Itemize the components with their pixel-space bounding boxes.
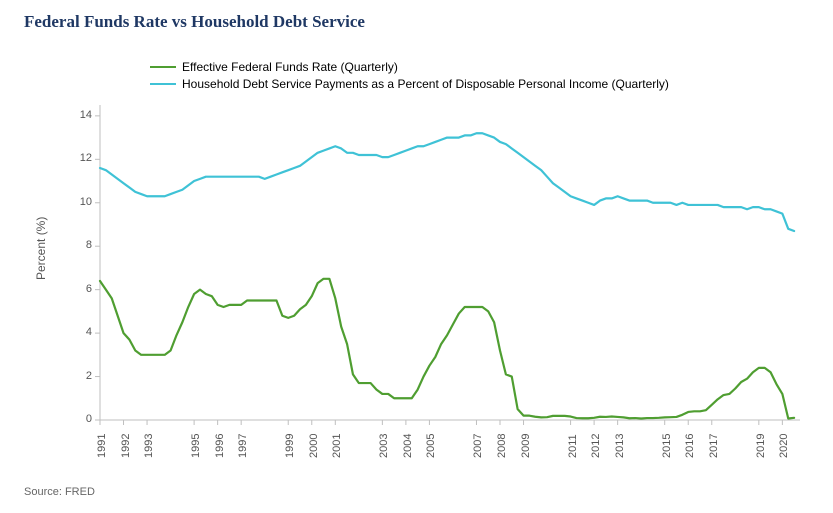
chart-container: Federal Funds Rate vs Household Debt Ser… [0, 0, 833, 508]
x-tick-label: 1996 [214, 434, 226, 458]
legend: Effective Federal Funds Rate (Quarterly)… [150, 60, 669, 94]
x-tick-label: 1992 [120, 434, 132, 458]
x-tick-label: 1997 [237, 434, 249, 458]
x-tick-label: 2016 [684, 434, 696, 458]
x-tick-label: 1995 [190, 434, 202, 458]
legend-item: Household Debt Service Payments as a Per… [150, 77, 669, 91]
x-tick-label: 2009 [520, 434, 532, 458]
x-tick-label: 2011 [567, 434, 579, 458]
x-tick-label: 2000 [308, 434, 320, 458]
x-tick-label: 2020 [778, 434, 790, 458]
x-tick-label: 2003 [378, 434, 390, 458]
y-tick-label: 4 [62, 326, 92, 338]
y-tick-label: 10 [62, 196, 92, 208]
x-tick-label: 2017 [708, 434, 720, 458]
chart-title: Federal Funds Rate vs Household Debt Ser… [24, 12, 365, 32]
y-tick-label: 0 [62, 413, 92, 425]
x-tick-label: 2004 [402, 434, 414, 458]
legend-label: Effective Federal Funds Rate (Quarterly) [182, 60, 398, 74]
x-tick-label: 2005 [425, 434, 437, 458]
series-line [100, 133, 794, 231]
x-tick-label: 2008 [496, 434, 508, 458]
x-tick-label: 2012 [590, 434, 602, 458]
source-label: Source: FRED [24, 486, 95, 498]
x-tick-label: 2013 [614, 434, 626, 458]
legend-swatch [150, 66, 176, 68]
x-tick-label: 1999 [284, 434, 296, 458]
y-tick-label: 14 [62, 109, 92, 121]
y-tick-label: 12 [62, 152, 92, 164]
series-line [100, 279, 794, 419]
y-axis-label: Percent (%) [34, 217, 48, 280]
y-tick-label: 2 [62, 370, 92, 382]
y-tick-label: 6 [62, 283, 92, 295]
x-tick-label: 2019 [755, 434, 767, 458]
x-tick-label: 1993 [143, 434, 155, 458]
x-tick-label: 1991 [96, 434, 108, 458]
legend-item: Effective Federal Funds Rate (Quarterly) [150, 60, 669, 74]
legend-label: Household Debt Service Payments as a Per… [182, 77, 669, 91]
x-tick-label: 2015 [661, 434, 673, 458]
legend-swatch [150, 83, 176, 85]
x-tick-label: 2007 [472, 434, 484, 458]
x-tick-label: 2001 [331, 434, 343, 458]
y-tick-label: 8 [62, 239, 92, 251]
